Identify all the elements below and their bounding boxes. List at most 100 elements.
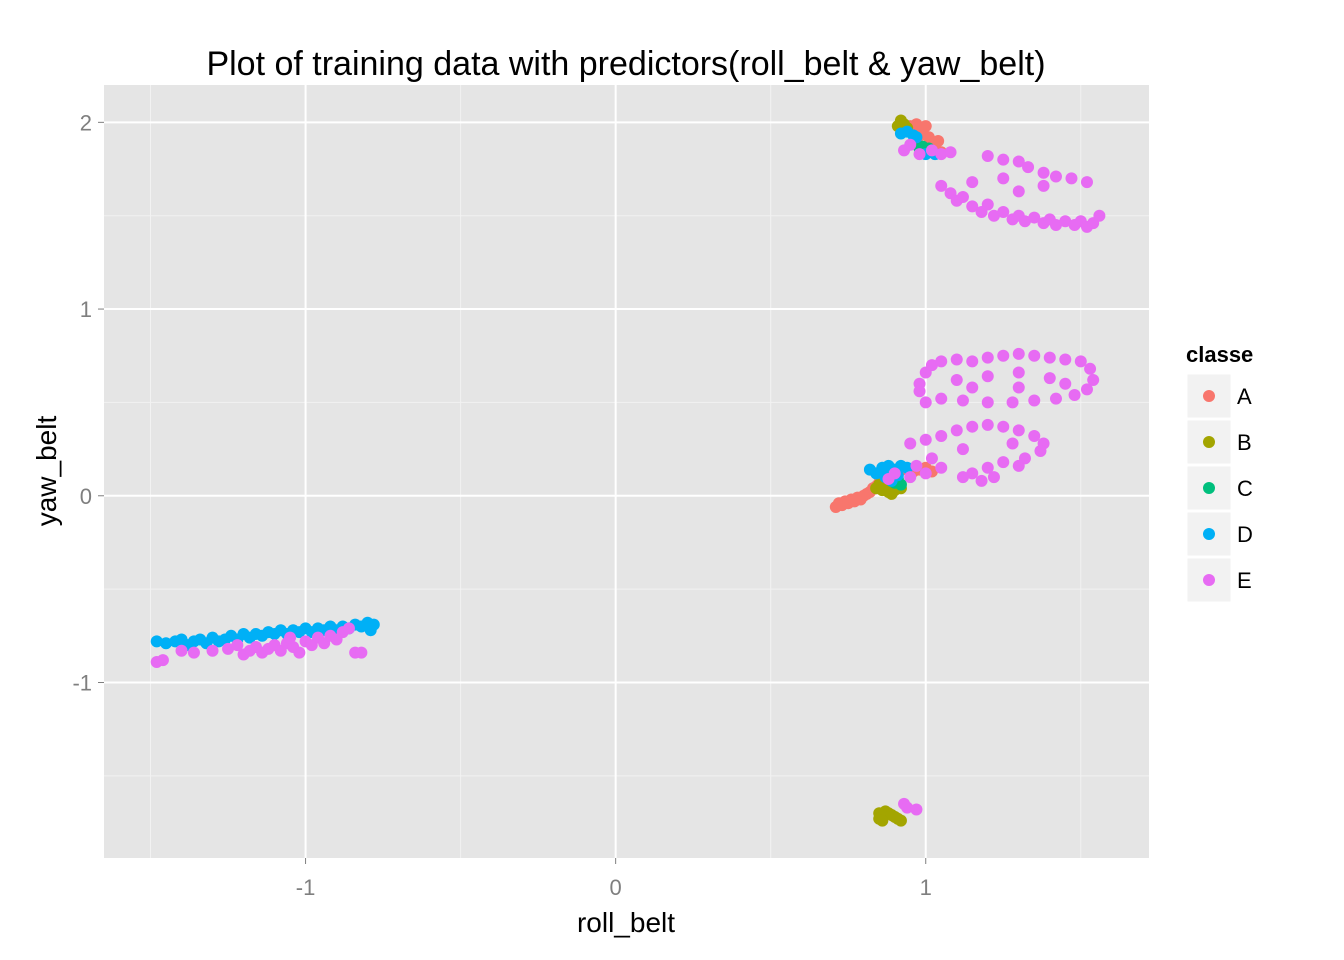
y-tick-label: 0 (80, 484, 92, 509)
data-point-e (966, 355, 979, 368)
data-point-e (935, 392, 948, 405)
data-point-e (1049, 170, 1062, 183)
data-point-a (932, 135, 945, 148)
data-point-e (1080, 176, 1093, 189)
data-point-e (342, 622, 355, 635)
y-tick-labels: -1 0 1 2 (72, 110, 104, 695)
data-point-e (925, 359, 938, 372)
data-point-e (1037, 179, 1050, 192)
data-point-e (935, 179, 948, 192)
data-point-e (981, 370, 994, 383)
legend-swatch-b (1203, 436, 1215, 448)
legend-label-d: D (1237, 522, 1253, 547)
y-tick-label: -1 (72, 670, 92, 695)
data-point-e (1037, 166, 1050, 179)
data-point-e (981, 461, 994, 474)
y-axis-label: yaw_belt (31, 416, 62, 527)
x-axis-label: roll_belt (577, 907, 675, 938)
data-point-e (904, 437, 917, 450)
data-point-b (894, 814, 907, 827)
data-point-e (950, 353, 963, 366)
data-point-e (956, 191, 969, 204)
data-point-e (925, 452, 938, 465)
legend-label-b: B (1237, 430, 1252, 455)
data-point-e (1012, 347, 1025, 360)
data-point-e (950, 424, 963, 437)
data-point-e (919, 433, 932, 446)
data-point-e (950, 374, 963, 387)
data-point-d (367, 618, 380, 631)
data-point-e (1034, 444, 1047, 457)
data-point-e (1080, 383, 1093, 396)
data-point-e (956, 394, 969, 407)
data-point-e (987, 471, 1000, 484)
data-point-e (206, 644, 219, 657)
data-point-e (156, 654, 169, 667)
data-point-e (1059, 353, 1072, 366)
data-point-e (1012, 381, 1025, 394)
data-point-e (1059, 377, 1072, 390)
chart-title: Plot of training data with predictors(ro… (206, 45, 1045, 83)
data-point-e (1043, 351, 1056, 364)
data-point-e (222, 642, 235, 655)
data-point-e (966, 381, 979, 394)
data-point-e (1059, 215, 1072, 228)
data-point-e (1012, 459, 1025, 472)
y-tick-label: 2 (80, 110, 92, 135)
data-point-e (997, 420, 1010, 433)
data-point-e (1065, 172, 1078, 185)
data-point-e (1028, 430, 1041, 443)
data-point-e (1018, 215, 1031, 228)
data-point-e (966, 200, 979, 213)
data-point-e (997, 205, 1010, 218)
data-point-e (997, 349, 1010, 362)
data-point-e (293, 646, 306, 659)
data-point-e (1012, 366, 1025, 379)
data-point-e (966, 176, 979, 189)
data-point-e (944, 146, 957, 159)
data-point-e (1006, 396, 1019, 409)
x-tick-labels: -1 0 1 (296, 858, 932, 900)
data-point-e (1012, 185, 1025, 198)
data-point-e (1028, 394, 1041, 407)
data-point-e (1022, 161, 1035, 174)
data-point-e (1068, 388, 1081, 401)
legend-key-d (1186, 511, 1232, 557)
data-point-e (981, 396, 994, 409)
data-point-e (1006, 437, 1019, 450)
data-point-e (1084, 362, 1097, 375)
data-point-e (919, 396, 932, 409)
data-point-e (997, 153, 1010, 166)
legend-swatch-a (1203, 390, 1215, 402)
data-point-e (888, 467, 901, 480)
data-point-c (894, 478, 907, 491)
data-point-e (904, 471, 917, 484)
data-point-e (935, 355, 948, 368)
data-point-e (925, 144, 938, 157)
points-layer (150, 114, 1106, 827)
data-point-d (160, 637, 173, 650)
data-point-e (910, 459, 923, 472)
data-point-e (1093, 209, 1106, 222)
data-point-e (966, 420, 979, 433)
data-point-e (187, 646, 200, 659)
data-point-e (919, 467, 932, 480)
data-point-e (1012, 155, 1025, 168)
data-point-d (150, 635, 163, 648)
data-point-d (901, 461, 914, 474)
data-point-e (1043, 372, 1056, 385)
legend-label-e: E (1237, 568, 1252, 593)
data-point-e (913, 148, 926, 161)
data-point-e (981, 198, 994, 211)
data-point-e (1074, 355, 1087, 368)
legend-swatch-c (1203, 482, 1215, 494)
data-point-e (966, 467, 979, 480)
data-point-e (997, 456, 1010, 469)
data-point-e (1028, 349, 1041, 362)
data-point-e (987, 209, 1000, 222)
x-tick-label: 0 (610, 875, 622, 900)
data-point-e (935, 430, 948, 443)
data-point-e (997, 172, 1010, 185)
